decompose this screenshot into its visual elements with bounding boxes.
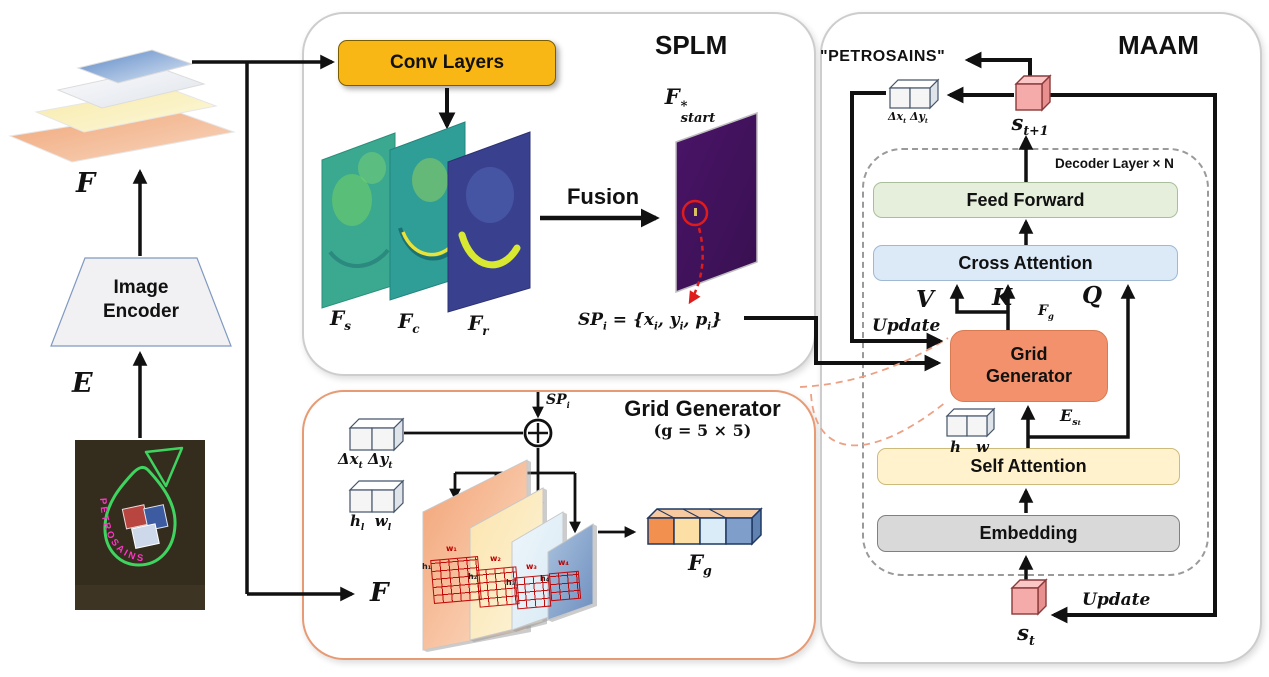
feature-pyramid [8, 49, 236, 163]
ggd-dxdy-label: Δxt Δyt [338, 450, 393, 471]
ggd-f-label: F [370, 578, 389, 608]
logo-triangle [144, 446, 184, 488]
maam-grid-generator-box: Grid Generator [950, 330, 1108, 402]
st1-label: st+1 [1011, 110, 1049, 139]
embedding-box: Embedding [877, 515, 1180, 552]
self-attention-label: Self Attention [970, 456, 1087, 476]
ggd-title: Grid Generator [624, 396, 781, 421]
ggd-sp-label: SPi [546, 392, 570, 410]
fr-label: Fr [468, 311, 489, 338]
maam-dxdy-cubes [888, 78, 940, 110]
splm-title: SPLM [655, 30, 728, 60]
plane2-w-label: w₂ [490, 554, 501, 563]
ggd-hlwl-cubes [348, 479, 405, 514]
plane4-w-label: w₄ [558, 558, 569, 567]
conv-layers-box: Conv Layers [338, 40, 556, 86]
input-photo: PETROSAINS [75, 440, 205, 610]
feature-f-label: F [76, 168, 96, 199]
maam-loop-wires [850, 51, 1217, 624]
image-encoder-shape [50, 257, 232, 347]
decoder-wires [949, 135, 1136, 585]
image-encoder-label: Image Encoder [102, 277, 180, 322]
update-bottom-label: Update [1082, 590, 1151, 610]
cross-attention-label: Cross Attention [958, 252, 1093, 273]
plane1-w-label: w₁ [446, 544, 457, 553]
maam-h-label: h [950, 438, 961, 456]
fusion-label: Fusion [566, 184, 640, 209]
logo-droplet [103, 465, 177, 567]
est-label: Est [1060, 406, 1081, 429]
fg-cubes [646, 507, 763, 546]
embedding-label: Embedding [979, 523, 1078, 543]
update-top-label: Update [872, 316, 941, 336]
st-label: st [1017, 620, 1035, 649]
maam-internals [850, 51, 1217, 624]
left-flow-arrows [132, 54, 355, 602]
maam-hw-cubes [945, 407, 996, 438]
sampling-grid-4 [548, 570, 582, 602]
fg-label: Fg [688, 550, 712, 579]
ggd-planes [422, 459, 597, 652]
plane2-h-label: h₂ [468, 572, 478, 581]
k-label: K [992, 284, 1012, 311]
maam-title: MAAM [1118, 30, 1199, 60]
plane4-h-label: h₄ [540, 574, 550, 583]
ggd-hlwl-label: hl wl [350, 512, 392, 533]
q-label: Q [1082, 282, 1103, 309]
conv-layers-label: Conv Layers [389, 52, 505, 73]
start-point-circle [681, 199, 709, 227]
ggd-subtitle: (g = 5 × 5) [653, 421, 752, 440]
feature-maps [321, 121, 531, 313]
maam-w-label: w [976, 438, 989, 456]
ggd-dxdy-cubes [348, 417, 405, 452]
input-e-label: E [72, 368, 93, 399]
self-attention-box: Self Attention [877, 448, 1180, 485]
plane3-w-label: w₃ [526, 562, 537, 571]
sp-equation: SPi = {xi, yi, pi} [577, 310, 723, 333]
sampling-grid-2 [476, 566, 520, 608]
st1-cube [1014, 74, 1052, 112]
cross-attention-box: Cross Attention [873, 245, 1178, 281]
feed-forward-label: Feed Forward [966, 189, 1085, 210]
plane1-h-label: h₁ [422, 562, 432, 571]
grid-generator-label-line1: Grid [1010, 344, 1048, 365]
fs-label: Fs [330, 306, 351, 333]
feed-forward-box: Feed Forward [873, 182, 1178, 218]
decoder-layer-label: Decoder Layer × N [1055, 156, 1174, 171]
logo-cubes [121, 504, 169, 549]
v-label: V [916, 286, 934, 313]
fstart-label: F * start [664, 84, 716, 126]
maam-dxdy-label: Δxt Δyt [888, 110, 928, 126]
output-text-label: "PETROSAINS" [820, 48, 946, 65]
fc-label: Fc [398, 309, 420, 336]
maam-fg-label: Fg [1038, 303, 1054, 321]
callout-dashes [799, 337, 949, 447]
splm-arrows [438, 88, 942, 372]
plane3-h-label: h₃ [506, 578, 516, 587]
fstart-map [675, 111, 758, 305]
grid-generator-label-line2: Generator [985, 366, 1073, 386]
st-cube [1010, 578, 1048, 616]
